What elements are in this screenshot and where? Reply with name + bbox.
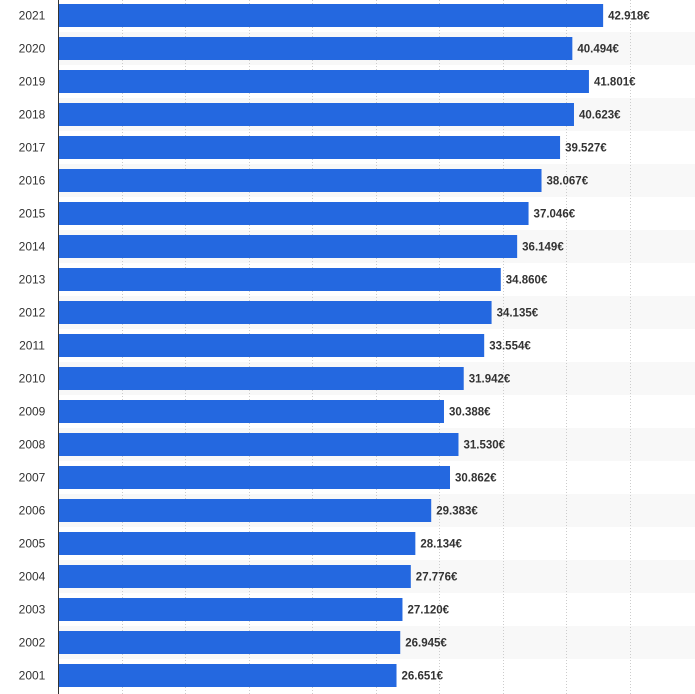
value-label-2009: 30.388€ <box>449 407 491 419</box>
bar-2001[interactable] <box>58 664 397 687</box>
bar-2009[interactable] <box>58 400 444 423</box>
bar-2021[interactable] <box>58 4 604 27</box>
value-label-2010: 31.942€ <box>469 374 511 386</box>
category-label-2008: 2008 <box>19 438 46 452</box>
category-labels: 2021 2020 2019 2018 2017 2016 2015 2014 2013 2012… <box>19 9 46 683</box>
value-label-2020: 40.494€ <box>577 44 619 56</box>
value-label-2006: 29.383€ <box>436 506 478 518</box>
value-label-2017: 39.527€ <box>565 143 607 155</box>
category-label-2012: 2012 <box>19 306 46 320</box>
category-label-2019: 2019 <box>19 75 46 89</box>
value-label-2018: 40.623€ <box>579 110 621 122</box>
value-label-2011: 33.554€ <box>489 341 531 353</box>
category-label-2015: 2015 <box>19 207 46 221</box>
bar-2019[interactable] <box>58 70 589 93</box>
category-label-2001: 2001 <box>19 669 46 683</box>
bar-2018[interactable] <box>58 103 574 126</box>
value-label-2004: 27.776€ <box>416 572 458 584</box>
bar-2016[interactable] <box>58 169 542 192</box>
bar-2020[interactable] <box>58 37 573 60</box>
category-label-2010: 2010 <box>19 372 46 386</box>
category-label-2003: 2003 <box>19 603 46 617</box>
category-label-2021: 2021 <box>19 9 46 23</box>
value-label-2005: 28.134€ <box>420 539 462 551</box>
bar-2011[interactable] <box>58 334 485 357</box>
value-label-2013: 34.860€ <box>506 275 548 287</box>
value-label-2015: 37.046€ <box>534 209 576 221</box>
value-label-2002: 26.945€ <box>405 638 447 650</box>
value-label-2016: 38.067€ <box>547 176 589 188</box>
category-label-2014: 2014 <box>19 240 46 254</box>
bar-2017[interactable] <box>58 136 561 159</box>
value-label-2012: 34.135€ <box>497 308 539 320</box>
category-label-2011: 2011 <box>19 339 45 353</box>
bar-2008[interactable] <box>58 433 459 456</box>
bar-2005[interactable] <box>58 532 416 555</box>
bars <box>58 4 604 687</box>
value-label-2021: 42.918€ <box>608 11 650 23</box>
category-label-2007: 2007 <box>19 471 46 485</box>
bar-2007[interactable] <box>58 466 451 489</box>
bar-2013[interactable] <box>58 268 501 291</box>
bar-2014[interactable] <box>58 235 518 258</box>
category-label-2020: 2020 <box>19 42 46 56</box>
category-label-2017: 2017 <box>19 141 46 155</box>
value-label-2019: 41.801€ <box>594 77 636 89</box>
bar-2015[interactable] <box>58 202 529 225</box>
bar-2004[interactable] <box>58 565 411 588</box>
value-label-2001: 26.651€ <box>402 671 444 683</box>
value-label-2007: 30.862€ <box>455 473 497 485</box>
bar-2002[interactable] <box>58 631 401 654</box>
category-label-2013: 2013 <box>19 273 46 287</box>
bar-2012[interactable] <box>58 301 492 324</box>
bar-2010[interactable] <box>58 367 464 390</box>
category-label-2016: 2016 <box>19 174 46 188</box>
category-label-2018: 2018 <box>19 108 46 122</box>
category-label-2006: 2006 <box>19 504 46 518</box>
category-label-2002: 2002 <box>19 636 46 650</box>
value-labels: 42.918€ 40.494€ 41.801€ 40.623€ 39.527€ 38.06… <box>402 11 651 683</box>
category-label-2005: 2005 <box>19 537 46 551</box>
value-label-2008: 31.530€ <box>463 440 505 452</box>
bar-2006[interactable] <box>58 499 432 522</box>
bar-2003[interactable] <box>58 598 403 621</box>
category-label-2004: 2004 <box>19 570 46 584</box>
value-label-2014: 36.149€ <box>522 242 564 254</box>
category-label-2009: 2009 <box>19 405 46 419</box>
value-label-2003: 27.120€ <box>407 605 449 617</box>
